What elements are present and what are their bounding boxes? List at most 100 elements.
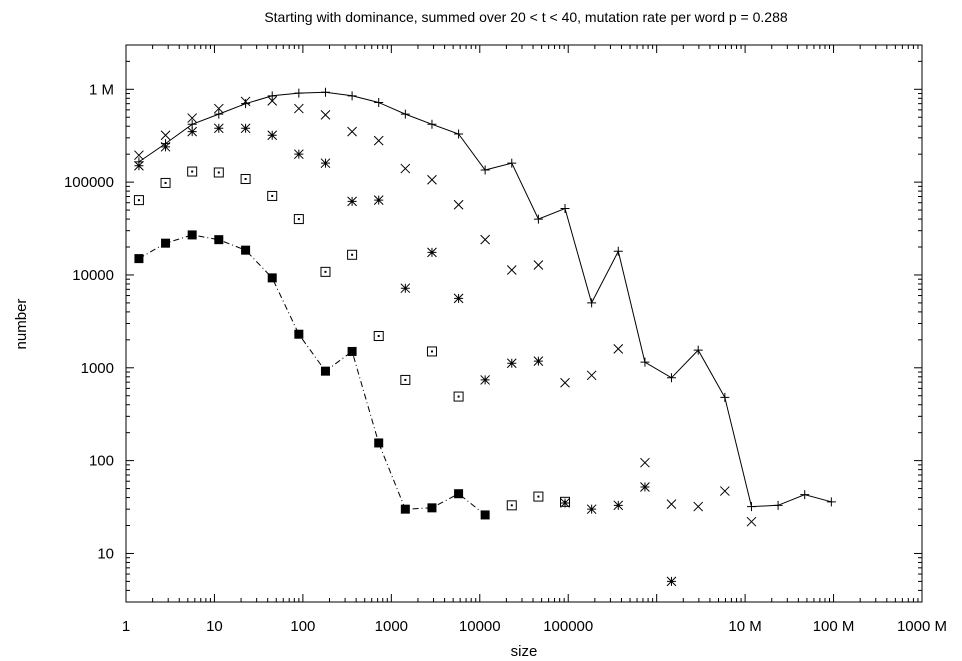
data-point-plus [267, 91, 277, 101]
data-point-cross [693, 501, 704, 512]
data-point-cross [347, 126, 357, 137]
data-point-star [506, 358, 517, 369]
data-point-plus [427, 119, 437, 129]
data-point-cross [746, 516, 757, 527]
data-point-plus [214, 109, 224, 119]
marker-dot [137, 199, 140, 202]
marker-dot [271, 194, 274, 197]
series-layer [133, 87, 836, 587]
data-point-plus [507, 158, 517, 168]
series-line [138, 234, 486, 516]
data-point-star [240, 123, 251, 134]
data-point-star [640, 482, 650, 492]
data-point-star [400, 283, 411, 294]
data-point-star [160, 141, 171, 152]
x-tick-label: 100000 [543, 618, 593, 635]
data-point-filled-square [214, 235, 224, 245]
x-tick-label: 1 [122, 618, 130, 635]
data-point-star [666, 576, 677, 587]
data-point-dotted-square [373, 331, 384, 342]
data-point-plus [320, 87, 330, 97]
marker-square [187, 166, 198, 177]
data-point-star [347, 196, 357, 207]
series-3 [134, 123, 677, 587]
data-point-filled-square [374, 438, 384, 448]
data-point-dotted-square [506, 500, 517, 511]
axis-ticks: 1 10 100 1000 10000 100000 10 M 100 M 1000 M 10 10… [64, 44, 947, 635]
data-point-plus [454, 129, 464, 139]
data-point-filled-square [294, 329, 304, 339]
data-point-star [293, 149, 304, 160]
data-point-cross [560, 377, 570, 388]
y-tick-label: 100000 [64, 174, 114, 191]
marker-square [293, 214, 304, 225]
data-point-dotted-square [267, 190, 278, 201]
data-point-plus [533, 214, 543, 224]
data-point-star [320, 158, 331, 169]
data-point-cross [267, 96, 278, 106]
data-point-dotted-square [453, 391, 464, 402]
marker-dot [377, 335, 380, 338]
data-point-dotted-square [187, 166, 198, 177]
data-point-star [560, 498, 570, 508]
y-tick-label: 10000 [72, 267, 114, 284]
marker-square [160, 177, 171, 188]
series-2 [134, 96, 757, 527]
data-point-dotted-square [320, 266, 331, 277]
series-5 [134, 230, 490, 520]
marker-dot [430, 350, 433, 353]
marker-dot [324, 270, 327, 273]
data-point-plus [613, 246, 623, 256]
data-point-plus [693, 345, 703, 355]
data-point-plus [347, 91, 357, 101]
data-point-dotted-square [133, 195, 144, 206]
data-point-star [453, 293, 464, 304]
marker-dot [217, 171, 220, 174]
data-point-plus [587, 298, 597, 308]
data-point-filled-square [400, 504, 410, 514]
data-point-filled-square [480, 510, 490, 520]
data-point-dotted-square [293, 214, 304, 225]
data-point-filled-square [320, 366, 330, 376]
marker-square [347, 249, 358, 260]
marker-square [426, 346, 437, 357]
data-point-plus [374, 98, 384, 108]
data-point-cross [240, 96, 251, 107]
data-point-cross [160, 130, 171, 141]
data-point-cross [400, 163, 411, 174]
data-point-cross [533, 260, 544, 270]
y-tick-label: 100 [89, 453, 114, 470]
chart-title: Starting with dominance, summed over 20 … [264, 9, 788, 25]
marker-dot [510, 504, 513, 507]
data-point-plus [400, 109, 410, 119]
marker-square [213, 167, 224, 178]
data-point-plus [560, 203, 570, 213]
data-point-filled-square [134, 254, 144, 264]
data-point-cross [187, 113, 198, 123]
data-point-dotted-square [533, 491, 544, 502]
data-point-star [187, 126, 198, 137]
data-point-cross [213, 103, 224, 114]
data-point-cross [480, 234, 490, 245]
x-tick-label: 10 [206, 618, 223, 635]
data-point-dotted-square [213, 167, 224, 178]
data-point-cross [719, 486, 730, 496]
data-point-star [213, 123, 224, 134]
y-axis-title: number [13, 299, 30, 350]
data-point-star [373, 195, 384, 205]
marker-square [267, 190, 278, 201]
data-point-cross [134, 150, 144, 161]
data-point-plus [773, 500, 783, 510]
data-point-plus [746, 502, 756, 512]
marker-square [320, 266, 331, 277]
marker-square [560, 496, 571, 507]
data-point-cross [320, 110, 331, 120]
data-point-filled-square [241, 245, 251, 255]
data-point-filled-square [427, 503, 437, 513]
data-point-cross [666, 499, 677, 509]
data-point-star [533, 356, 544, 366]
data-point-filled-square [267, 273, 277, 283]
data-point-cross [427, 174, 437, 185]
series-line [138, 91, 832, 508]
marker-dot [564, 500, 567, 503]
